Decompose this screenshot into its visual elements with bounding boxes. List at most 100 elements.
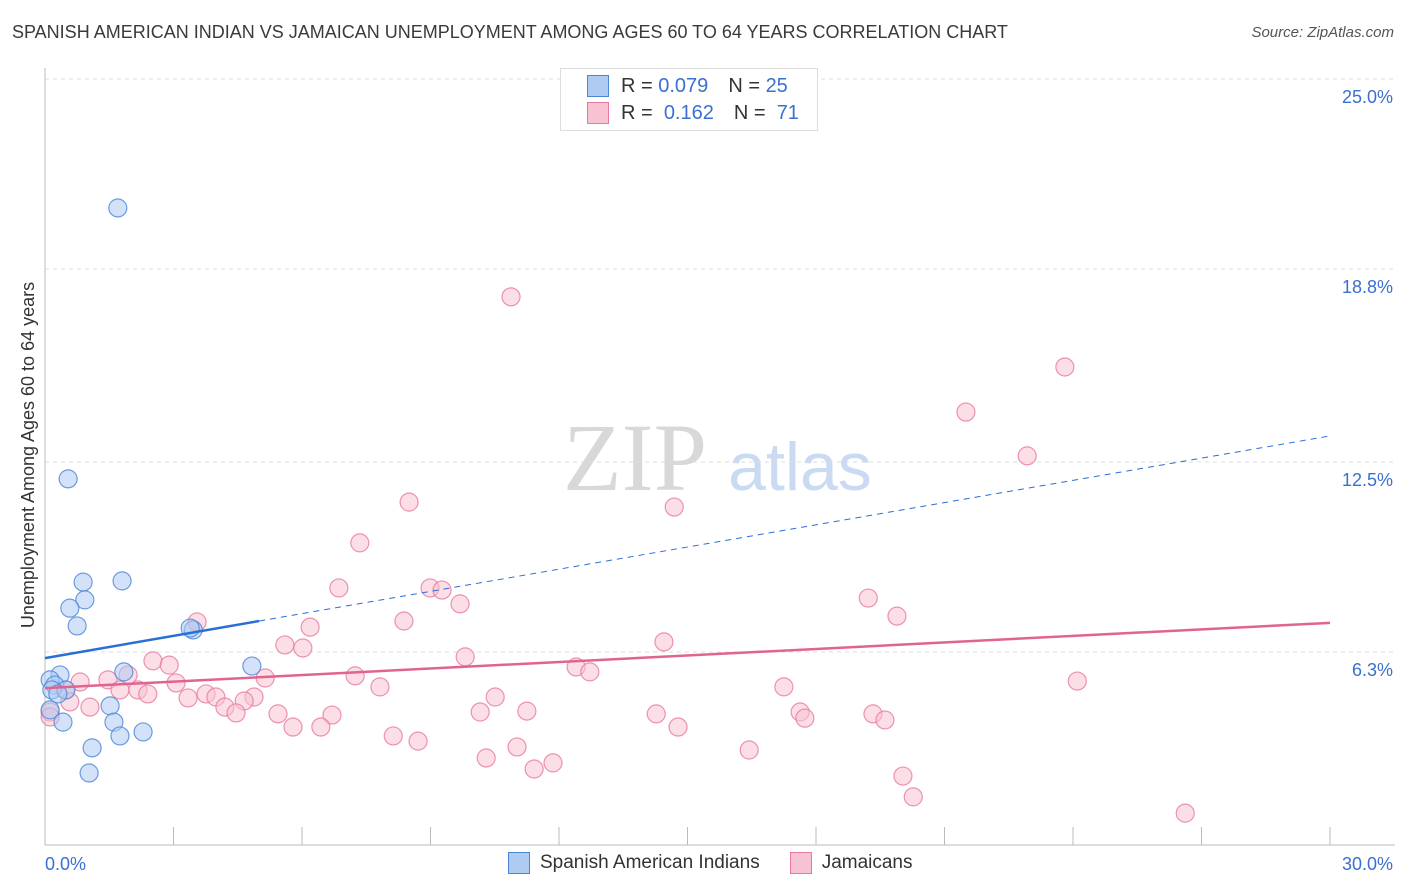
watermark-zip: ZIP bbox=[563, 404, 707, 511]
jamaican-point bbox=[517, 701, 537, 721]
x-tick-label: 0.0% bbox=[45, 854, 86, 874]
jamaican-point bbox=[858, 588, 878, 608]
stats-legend: R = 0.079 N = 25 R = 0.162 N = 71 bbox=[560, 68, 818, 131]
spanish-american-indian-point bbox=[79, 763, 99, 783]
jamaican-point bbox=[408, 731, 428, 751]
jamaican-point bbox=[1055, 357, 1075, 377]
blue-r-value: 0.079 bbox=[658, 74, 709, 97]
pink-n-value: 71 bbox=[776, 101, 799, 124]
spanish-american-indian-point bbox=[82, 738, 102, 758]
jamaican-point bbox=[311, 717, 331, 737]
spanish-american-indian-point bbox=[108, 198, 128, 218]
spanish-american-indian-point bbox=[100, 696, 120, 716]
jamaican-point bbox=[875, 710, 895, 730]
spanish-american-indian-point bbox=[67, 616, 87, 636]
pink-swatch bbox=[789, 852, 812, 874]
blue-swatch bbox=[587, 75, 609, 97]
jamaican-point bbox=[178, 688, 198, 708]
spanish-american-indian-point bbox=[242, 656, 262, 676]
jamaican-point bbox=[507, 737, 527, 757]
legend-row-blue: R = 0.079 N = 25 bbox=[587, 73, 788, 99]
blue-n-value: 25 bbox=[765, 74, 788, 97]
jamaican-point bbox=[300, 617, 320, 637]
jamaican-point bbox=[432, 580, 452, 600]
jamaican-point bbox=[887, 606, 907, 626]
jamaican-point bbox=[329, 578, 349, 598]
jamaican-point bbox=[399, 492, 419, 512]
source-label: Source: ZipAtlas.com bbox=[1251, 24, 1394, 41]
y-tick-label: 6.3% bbox=[1352, 660, 1393, 680]
legend-label-jamaicans: Jamaicans bbox=[821, 852, 913, 873]
jamaican-point bbox=[774, 677, 794, 697]
jamaican-point bbox=[646, 704, 666, 724]
jamaican-point bbox=[543, 753, 563, 773]
jamaican-point bbox=[159, 655, 179, 675]
jamaican-point bbox=[903, 787, 923, 807]
jamaican-point bbox=[370, 677, 390, 697]
spanish-american-indian-point bbox=[114, 662, 134, 682]
jamaican-point bbox=[450, 594, 470, 614]
jamaican-point bbox=[470, 702, 490, 722]
spanish-american-indian-point bbox=[53, 712, 73, 732]
r-label: R = bbox=[621, 101, 653, 124]
spanish-american-indian-point bbox=[58, 469, 78, 489]
jamaican-point bbox=[654, 632, 674, 652]
y-tick-label: 18.8% bbox=[1342, 277, 1393, 297]
jamaican-point bbox=[739, 740, 759, 760]
jamaican-point bbox=[394, 611, 414, 631]
spanish-american-indian-point bbox=[40, 700, 60, 720]
spanish-american-indian-point bbox=[112, 571, 132, 591]
jamaican-point bbox=[455, 647, 475, 667]
jamaican-point bbox=[795, 708, 815, 728]
jamaican-point bbox=[668, 717, 688, 737]
jamaican-point bbox=[275, 635, 295, 655]
pink-r-value: 0.162 bbox=[663, 101, 714, 124]
blue-trend-extension bbox=[259, 435, 1331, 622]
pink-trend-line bbox=[44, 621, 1331, 690]
jamaican-point bbox=[80, 697, 100, 717]
y-axis-label: Unemployment Among Ages 60 to 64 years bbox=[18, 282, 38, 628]
jamaican-point bbox=[580, 662, 600, 682]
jamaican-point bbox=[1067, 671, 1087, 691]
jamaican-point bbox=[956, 402, 976, 422]
legend-row-pink: R = 0.162 N = 71 bbox=[587, 100, 799, 126]
blue-trend-line bbox=[44, 619, 260, 660]
blue-swatch bbox=[508, 852, 530, 874]
jamaican-point bbox=[322, 705, 342, 725]
jamaican-point bbox=[293, 638, 313, 658]
jamaican-point bbox=[893, 766, 913, 786]
spanish-american-indian-point bbox=[110, 726, 130, 746]
jamaican-point bbox=[501, 287, 521, 307]
jamaican-point bbox=[383, 726, 403, 746]
spanish-american-indian-point bbox=[75, 590, 95, 610]
chart-title: SPANISH AMERICAN INDIAN VS JAMAICAN UNEM… bbox=[12, 22, 1008, 42]
jamaican-point bbox=[664, 497, 684, 517]
x-tick-label: 30.0% bbox=[1342, 854, 1393, 874]
legend-label-spanish-american-indians: Spanish American Indians bbox=[540, 852, 760, 873]
watermark-atlas: atlas bbox=[728, 429, 872, 505]
y-tick-label: 12.5% bbox=[1342, 470, 1393, 490]
spanish-american-indian-point bbox=[60, 598, 80, 618]
n-label: N = bbox=[728, 74, 760, 97]
y-tick-label: 25.0% bbox=[1342, 87, 1393, 107]
jamaican-point bbox=[143, 651, 163, 671]
jamaican-point bbox=[485, 687, 505, 707]
jamaican-point bbox=[1175, 803, 1195, 823]
jamaican-point bbox=[268, 704, 288, 724]
jamaican-point bbox=[350, 533, 370, 553]
pink-swatch bbox=[587, 102, 609, 124]
jamaican-point bbox=[226, 703, 246, 723]
n-label: N = bbox=[733, 101, 766, 124]
jamaican-point bbox=[138, 684, 158, 704]
jamaican-point bbox=[524, 759, 544, 779]
jamaican-point bbox=[345, 666, 365, 686]
bottom-legend: Spanish American Indians Jamaicans bbox=[508, 852, 913, 874]
jamaican-point bbox=[1017, 446, 1037, 466]
spanish-american-indian-point bbox=[48, 684, 68, 704]
spanish-american-indian-point bbox=[133, 722, 153, 742]
spanish-american-indian-point bbox=[73, 572, 93, 592]
jamaican-point bbox=[283, 717, 303, 737]
jamaican-point bbox=[476, 748, 496, 768]
r-label: R = bbox=[621, 74, 653, 97]
